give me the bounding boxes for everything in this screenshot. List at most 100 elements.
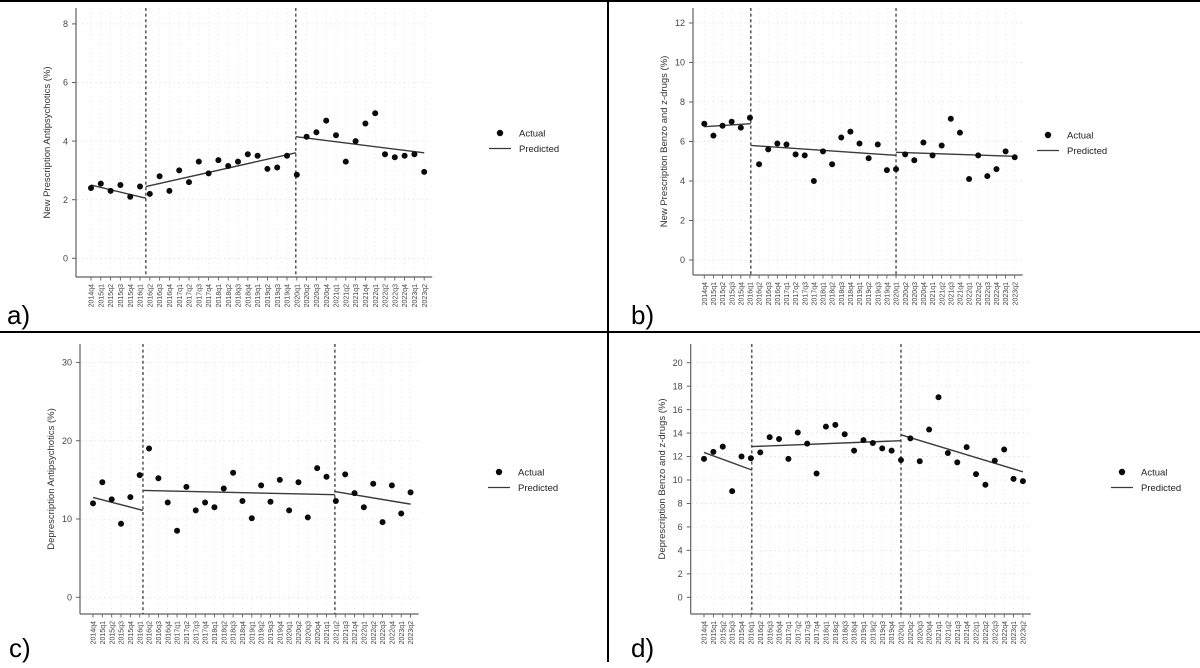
- x-tick-label: 2021q2: [333, 621, 340, 644]
- actual-data-point: [372, 110, 379, 117]
- x-tick-label: 2020q1: [899, 621, 906, 644]
- legend-predicted-label: Predicted: [518, 483, 558, 494]
- x-tick-label: 2022q2: [983, 621, 990, 644]
- actual-data-point: [118, 520, 125, 527]
- x-tick-label: 2022q2: [383, 284, 390, 307]
- actual-data-point: [136, 472, 143, 479]
- x-tick-label: 2017q1: [786, 621, 793, 644]
- actual-data-point: [719, 443, 726, 450]
- x-tick-label: 2021q4: [964, 621, 971, 644]
- panel-b-label: b): [631, 300, 655, 330]
- actual-data-point: [920, 139, 927, 146]
- x-tick-label: 2019q2: [866, 282, 873, 305]
- actual-data-point: [938, 142, 945, 149]
- x-tick-label: 2020q4: [921, 282, 928, 305]
- actual-data-point: [916, 458, 923, 465]
- x-tick-label: 2023q1: [1011, 621, 1018, 644]
- x-tick-label: 2017q3: [805, 621, 812, 644]
- predicted-segment-line: [703, 451, 753, 471]
- x-tick-label: 2017q2: [793, 282, 800, 305]
- y-axis-title: New Prescription Antipsychotics (%): [42, 66, 53, 218]
- actual-data-point: [883, 167, 890, 174]
- x-tick-label: 2020q3: [912, 282, 919, 305]
- x-tick-label: 2021q3: [955, 621, 962, 644]
- x-tick-label: 2017q1: [177, 284, 184, 307]
- actual-data-point: [323, 473, 330, 480]
- x-tick-label: 2015q3: [118, 284, 125, 307]
- x-tick-label: 2019q3: [275, 284, 282, 307]
- y-tick-label: 2: [63, 195, 68, 205]
- x-tick-label: 2019q3: [880, 621, 887, 644]
- actual-data-point: [362, 120, 369, 127]
- y-axis-title: New Prescription Benzo and z-drugs (%): [659, 56, 670, 228]
- x-tick-label: 2020q3: [305, 621, 312, 644]
- actual-data-point: [176, 167, 183, 174]
- actual-data-point: [164, 499, 171, 506]
- x-tick-label: 2015q1: [100, 621, 107, 644]
- actual-data-point: [258, 482, 265, 489]
- x-tick-label: 2017q3: [802, 282, 809, 305]
- actual-data-point: [947, 115, 954, 122]
- actual-data-point: [411, 151, 418, 158]
- actual-data-point: [155, 475, 162, 482]
- actual-data-point: [984, 173, 991, 180]
- actual-data-point: [956, 129, 963, 136]
- x-tick-label: 2022q4: [994, 282, 1001, 305]
- predicted-segment-line: [900, 434, 1024, 473]
- predicted-segment-line: [145, 152, 296, 188]
- actual-data-point: [893, 166, 900, 173]
- actual-data-point: [982, 481, 989, 488]
- x-tick-label: 2017q4: [203, 621, 210, 644]
- y-tick-label: 30: [62, 358, 72, 368]
- actual-data-point: [382, 151, 388, 158]
- x-tick-label: 2015q2: [109, 621, 116, 644]
- legend-actual-label: Actual: [518, 468, 544, 479]
- x-tick-label: 2023q1: [399, 621, 406, 644]
- x-tick-label: 2022q2: [371, 621, 378, 644]
- actual-data-point: [926, 426, 933, 433]
- actual-data-point: [401, 152, 408, 159]
- actual-data-point: [1011, 154, 1018, 161]
- actual-data-point: [230, 469, 237, 476]
- x-tick-label: 2016q2: [147, 284, 154, 307]
- x-tick-label: 2019q2: [259, 621, 266, 644]
- actual-data-point: [869, 440, 876, 447]
- actual-data-point: [746, 114, 753, 121]
- actual-data-point: [166, 187, 173, 194]
- x-tick-label: 2022q3: [992, 621, 999, 644]
- actual-data-point: [785, 455, 792, 462]
- legend-actual-label: Actual: [1141, 468, 1167, 479]
- y-tick-label: 10: [675, 58, 685, 68]
- x-tick-label: 2021q4: [363, 284, 370, 307]
- actual-data-point: [97, 180, 104, 187]
- actual-data-point: [88, 184, 94, 191]
- x-tick-label: 2021q2: [939, 282, 946, 305]
- x-tick-label: 2020q2: [903, 282, 910, 305]
- x-tick-label: 2018q2: [226, 284, 233, 307]
- actual-data-point: [838, 134, 845, 141]
- x-tick-label: 2015q1: [98, 284, 105, 307]
- y-tick-label: 4: [678, 546, 683, 556]
- panel-column-divider: [607, 0, 609, 662]
- x-tick-label: 2015q3: [119, 621, 126, 644]
- actual-data-point: [391, 154, 398, 161]
- actual-data-point: [352, 138, 359, 145]
- actual-data-point: [902, 151, 909, 158]
- x-tick-label: 2019q4: [889, 621, 896, 644]
- predicted-segment-line: [92, 496, 144, 512]
- actual-data-point: [973, 471, 980, 478]
- y-tick-label: 18: [673, 381, 683, 391]
- actual-data-point: [819, 148, 826, 155]
- x-tick-label: 2020q2: [296, 621, 303, 644]
- actual-data-point: [174, 527, 181, 534]
- actual-data-point: [966, 176, 973, 183]
- actual-data-point: [801, 152, 808, 159]
- y-tick-label: 20: [673, 358, 683, 368]
- actual-data-point: [254, 152, 261, 159]
- x-tick-label: 2019q3: [875, 282, 882, 305]
- actual-data-point: [776, 435, 783, 442]
- x-tick-label: 2020q4: [324, 284, 331, 307]
- actual-data-point: [239, 497, 246, 504]
- actual-data-point: [847, 128, 854, 135]
- x-tick-label: 2016q3: [767, 621, 774, 644]
